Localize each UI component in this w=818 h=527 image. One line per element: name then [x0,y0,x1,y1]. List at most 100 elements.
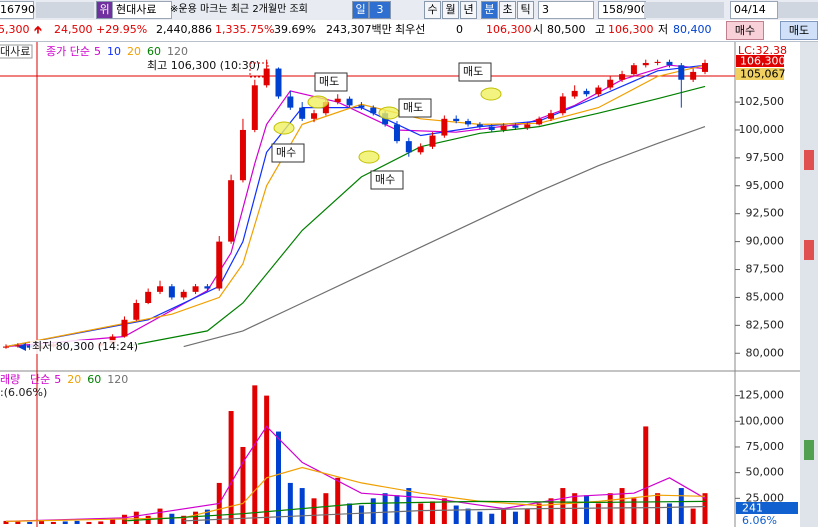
period-button[interactable]: 3 [369,1,391,19]
volume-plot [3,385,708,524]
volume-bar [501,509,507,524]
volume-bar [512,511,518,524]
volume-bar [643,426,649,524]
candle-body [109,336,116,344]
interval-select[interactable]: 3 [538,1,594,19]
candle-body [654,61,661,63]
volume-bar [441,498,447,524]
period-button[interactable]: 일 [352,1,369,19]
annotation: 매도 [463,65,483,78]
candle-body [465,121,472,125]
best-price: 106,300 [486,23,532,36]
signal-marker [273,121,295,135]
candle-body [275,68,282,97]
toolbar-icons[interactable] [778,2,818,18]
price-plot [3,59,708,350]
period-button[interactable]: 초 [499,1,516,19]
toolbar-icons[interactable] [644,2,724,18]
y-tick-label: 90,000 [746,235,785,248]
volume-bar [394,495,400,524]
price: 5,300 [0,23,30,36]
open-label: 시 [533,23,544,36]
low: 80,400 [673,23,712,36]
period-button[interactable]: 월 [442,1,459,19]
volume-bar [477,511,483,524]
volume-bar [86,521,92,524]
y-tick-label: 97,500 [746,151,785,164]
candle-body [216,241,223,289]
period-button[interactable]: 틱 [517,1,534,19]
volume-bar [690,508,696,524]
volume-bar [631,498,637,524]
y-tick-label: 125,000 [739,389,785,402]
y-tick-label: 102,500 [739,95,785,108]
signal-marker [307,95,329,109]
sell-button[interactable]: 매도 [780,21,818,40]
period-button[interactable]: 수 [424,1,441,19]
volume-bar [287,482,293,524]
volume-bar [560,488,566,524]
signal-marker [358,150,380,164]
toolbar-icons[interactable] [36,2,94,18]
volume-bar [524,508,530,524]
candle-body [311,113,318,119]
last-price-box [736,55,784,67]
volume-bar [275,431,281,524]
candle-body [547,113,554,119]
period-button[interactable]: 분 [481,1,498,19]
moving-average [124,500,706,522]
volume-bar [406,488,412,524]
volume-bar [133,511,139,524]
open: 80,500 [547,23,586,36]
candle-body [690,71,697,80]
change: 24,500 [54,23,93,36]
buy-button[interactable]: 매수 [726,21,764,40]
legend-entry: 5 [94,45,101,58]
candle-body [157,286,164,292]
code-input[interactable]: 16790 [0,1,35,19]
candle-body [358,105,365,108]
volume-bar [430,501,436,524]
plot-background [0,42,800,527]
candle-body [14,345,21,347]
y-tick-label: 95,000 [746,179,785,192]
volume-bar [323,493,329,524]
y-tick-label: 82,500 [746,318,785,331]
volume-bar [536,503,542,524]
candle-body [666,61,673,66]
candle-body [346,98,353,106]
stock-name[interactable]: 현대사료 [112,1,172,19]
y-tick-label: 87,500 [746,263,785,276]
candle-body [642,62,649,66]
volume-bar [240,446,246,524]
candle-body [370,107,377,114]
legend-entry: 20 [67,373,81,386]
legend-label: 단순 [30,373,50,386]
volume-bar [489,513,495,524]
candle-body [619,74,626,80]
candle-body [488,126,495,130]
candle-body [299,107,306,119]
y-tick-label: 85,000 [746,290,785,303]
range-input[interactable]: 158/900 [598,1,648,19]
annotation-box [370,170,404,190]
volume-bar [3,520,9,524]
candle-body [251,85,258,130]
y-tick-label: 100,000 [739,414,785,427]
candle-body [595,87,602,95]
volume-bar [15,521,21,524]
candle-body [168,286,175,298]
signal-marker [480,87,502,101]
candle-body [3,346,9,348]
volume-bar [702,493,708,524]
candle-body [239,129,246,181]
candle-body [476,124,483,127]
volume-bar [655,493,661,524]
annotation: 매수 [276,146,296,159]
high: 106,300 [608,23,654,36]
lc-label: LC:32.38 [738,44,787,57]
y-tick-label: 50,000 [746,466,785,479]
volume-bar [27,521,33,524]
period-button[interactable]: 년 [460,1,477,19]
date-input[interactable]: 04/14 [730,1,778,19]
